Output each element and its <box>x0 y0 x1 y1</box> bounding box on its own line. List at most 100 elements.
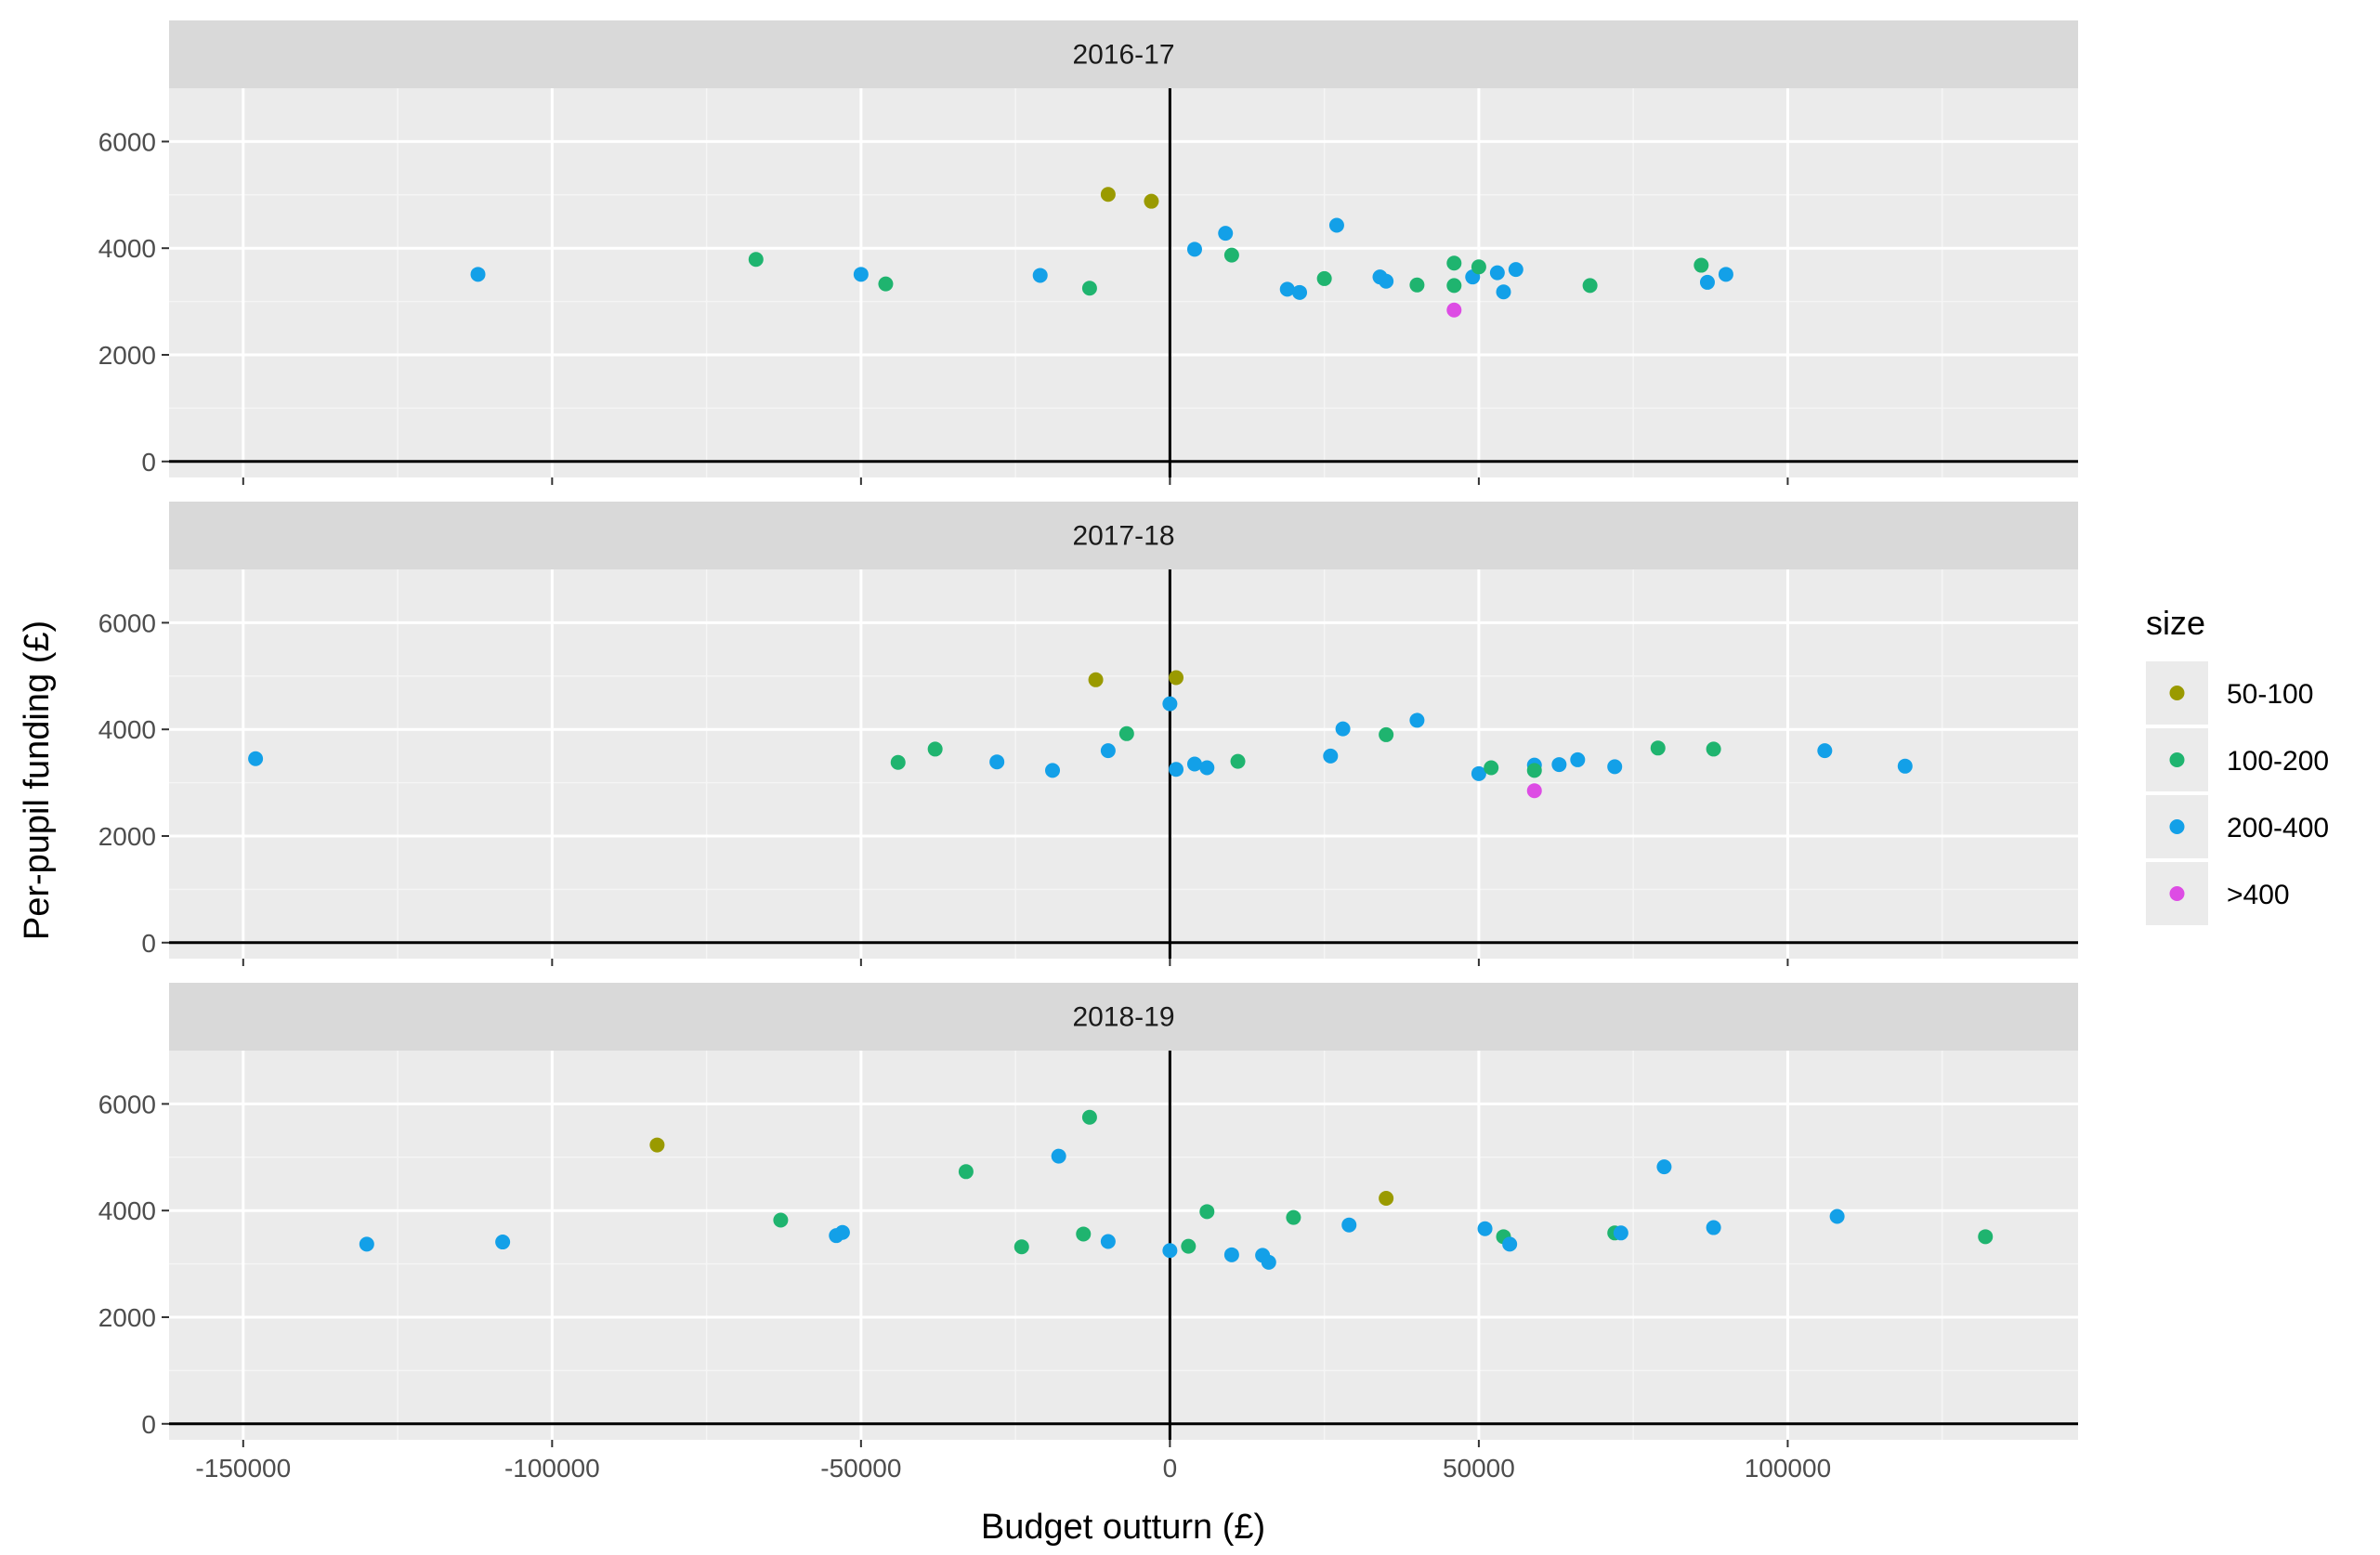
data-point <box>1186 756 1202 772</box>
data-point <box>927 741 943 757</box>
data-point <box>1316 270 1332 286</box>
data-point <box>1013 1239 1029 1255</box>
data-point <box>1186 242 1202 257</box>
data-point <box>1162 696 1178 712</box>
data-point <box>853 267 869 282</box>
data-point <box>1032 268 1048 283</box>
y-tick-label: 2000 <box>98 341 156 370</box>
data-point <box>1199 1204 1215 1220</box>
data-point <box>1279 281 1295 297</box>
data-point <box>1230 753 1246 769</box>
legend-entry-label: 100-200 <box>2227 746 2329 777</box>
y-tick-label: 6000 <box>98 1090 156 1118</box>
facet-strip <box>169 983 2078 1051</box>
data-point <box>773 1212 789 1228</box>
data-point <box>1335 721 1351 737</box>
legend-title: size <box>2146 604 2205 642</box>
data-point <box>1607 759 1623 775</box>
data-point <box>1223 1247 1239 1262</box>
data-point <box>359 1236 374 1252</box>
panel-2017-18: 2017-18 0 2000 4000 6000 <box>98 502 2078 966</box>
data-point <box>1978 1229 1994 1245</box>
panel-2016-17: 2016-17 0 2000 4000 6000 <box>98 20 2078 485</box>
data-point <box>1446 255 1462 271</box>
data-point <box>1817 743 1833 759</box>
data-point <box>248 751 264 766</box>
data-point <box>1446 302 1462 318</box>
data-point <box>1446 278 1462 294</box>
data-point <box>1613 1225 1628 1241</box>
data-point <box>1570 751 1586 767</box>
data-point <box>1045 763 1061 778</box>
data-point <box>1181 1238 1197 1254</box>
x-axis: -150000 -100000 -50000 0 50000 100000 <box>195 1454 1831 1483</box>
data-point <box>1829 1209 1845 1224</box>
data-point <box>1223 247 1239 263</box>
data-point <box>470 267 486 282</box>
y-tick-label: 4000 <box>98 715 156 744</box>
data-point <box>878 276 894 292</box>
x-axis-title: Budget outturn (£) <box>981 1508 1265 1547</box>
panel-background <box>169 1051 2078 1440</box>
data-point <box>1169 762 1184 778</box>
data-point <box>1409 277 1425 293</box>
data-point <box>1100 1234 1116 1249</box>
y-tick-label: 2000 <box>98 1303 156 1332</box>
panel-background <box>169 88 2078 477</box>
data-point <box>890 754 906 770</box>
x-tick-label: -50000 <box>820 1454 901 1483</box>
data-point <box>1471 765 1486 781</box>
y-tick-label: 0 <box>141 929 156 958</box>
facet-strip-label: 2016-17 <box>1072 40 1174 71</box>
y-tick-label: 6000 <box>98 127 156 156</box>
data-point <box>1409 712 1425 728</box>
data-point <box>649 1137 665 1153</box>
legend-entry-label: 200-400 <box>2227 813 2329 843</box>
data-point <box>1489 265 1505 281</box>
legend-key-point <box>2169 886 2185 901</box>
data-point <box>495 1235 511 1250</box>
panel-2018-19: 2018-19 0 2000 4000 6000 <box>98 983 2078 1447</box>
legend-entry-label: 50-100 <box>2227 679 2313 710</box>
data-point <box>1118 725 1134 741</box>
data-point <box>1292 284 1308 300</box>
data-point <box>1650 740 1666 756</box>
y-tick-label: 6000 <box>98 608 156 637</box>
legend-key-point <box>2169 819 2185 834</box>
data-point <box>989 754 1005 770</box>
data-point <box>1526 763 1542 778</box>
y-tick-label: 0 <box>141 1410 156 1439</box>
facet-strip <box>169 502 2078 569</box>
data-point <box>1582 278 1598 294</box>
data-point <box>1162 1243 1178 1259</box>
data-point <box>1706 1220 1721 1235</box>
data-point <box>1496 284 1511 300</box>
y-axis-title: Per-pupil funding (£) <box>18 621 57 940</box>
data-point <box>748 252 764 268</box>
legend-key-point <box>2169 686 2185 700</box>
data-point <box>1706 741 1721 757</box>
x-tick-label: 100000 <box>1745 1454 1831 1483</box>
data-point <box>1379 726 1394 742</box>
panel-background <box>169 569 2078 959</box>
facet-strip-label: 2018-19 <box>1072 1002 1174 1033</box>
data-point <box>1199 760 1215 776</box>
data-point <box>1477 1221 1493 1236</box>
panels-layer: 2016-17 0 2000 4000 6000 2017-18 0 2000 4000 6000… <box>98 20 2078 1447</box>
x-tick-label: 50000 <box>1443 1454 1515 1483</box>
y-tick-label: 2000 <box>98 822 156 851</box>
data-point <box>1502 1236 1518 1252</box>
data-point <box>1471 259 1486 275</box>
data-point <box>1286 1209 1301 1225</box>
data-point <box>1100 187 1116 203</box>
data-point <box>1144 193 1159 209</box>
data-point <box>1551 757 1567 773</box>
data-point <box>834 1224 850 1240</box>
y-tick-label: 0 <box>141 448 156 477</box>
data-point <box>1379 273 1394 289</box>
data-point <box>1218 226 1234 242</box>
data-point <box>1081 1109 1097 1125</box>
data-point <box>1699 274 1715 290</box>
data-point <box>1261 1254 1276 1270</box>
